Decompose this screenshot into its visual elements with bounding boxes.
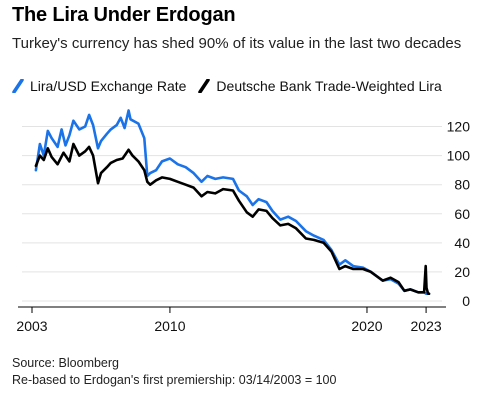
rebase-note: Re-based to Erdogan's first premiership:… xyxy=(12,373,337,387)
chart-title: The Lira Under Erdogan xyxy=(12,4,236,26)
y-tick-label: 80 xyxy=(454,177,470,193)
x-tick-label: 2023 xyxy=(411,318,442,334)
chart-subtitle: Turkey's currency has shed 90% of its va… xyxy=(12,35,462,52)
y-tick-label: 60 xyxy=(454,206,470,222)
x-axis: 2003 2010 2020 2023 xyxy=(16,306,446,334)
y-tick-label: 100 xyxy=(447,148,471,164)
legend-label-trade-weighted: Deutsche Bank Trade-Weighted Lira xyxy=(216,78,442,94)
legend-swatch-black xyxy=(198,79,211,93)
x-tick-label: 2010 xyxy=(154,318,185,334)
y-axis: 0 20 40 60 80 100 120 xyxy=(447,119,471,309)
y-tick-label: 120 xyxy=(447,119,471,135)
x-tick-label: 2020 xyxy=(351,318,382,334)
x-tick-label: 2003 xyxy=(16,318,47,334)
footer: Source: Bloomberg Re-based to Erdogan's … xyxy=(12,355,336,389)
line-chart: 0 20 40 60 80 100 120 2003 2010 2020 2023 xyxy=(16,109,471,334)
source-note: Source: Bloomberg xyxy=(12,356,120,370)
y-tick-label: 0 xyxy=(462,293,470,309)
y-tick-label: 40 xyxy=(454,235,470,251)
y-tick-label: 20 xyxy=(454,264,470,280)
series-line-trade-weighted xyxy=(34,142,431,295)
legend-label-exchange-rate: Lira/USD Exchange Rate xyxy=(30,78,187,94)
legend: Lira/USD Exchange Rate Deutsche Bank Tra… xyxy=(12,78,454,94)
series-group xyxy=(34,109,431,295)
legend-item-trade-weighted: Deutsche Bank Trade-Weighted Lira xyxy=(198,78,442,94)
series-line-lira-usd xyxy=(34,109,431,295)
legend-item-exchange-rate: Lira/USD Exchange Rate xyxy=(12,78,186,94)
legend-swatch-blue xyxy=(12,79,24,93)
